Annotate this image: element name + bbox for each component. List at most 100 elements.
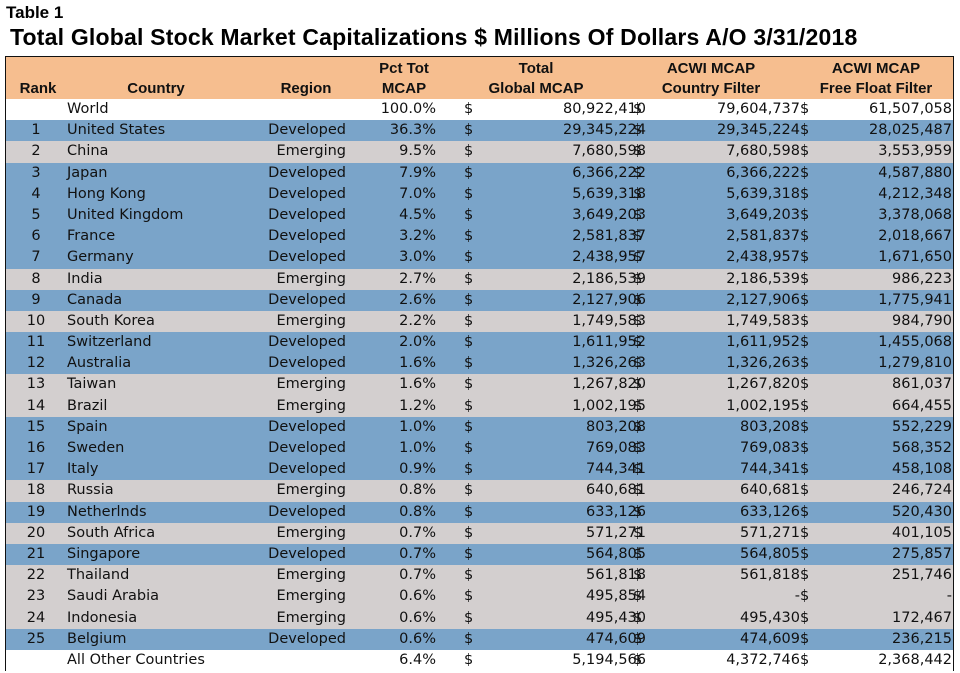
cell-dollar-total: $ xyxy=(464,355,474,372)
header-country: Country xyxy=(127,80,185,97)
cell-country: Sweden xyxy=(67,440,125,456)
table-row: 19 Netherlnds Developed 0.8% $633,126 $633,12… xyxy=(6,501,953,523)
cell-ff: 3,378,068 xyxy=(878,206,952,223)
cell-acwi: 495,430 xyxy=(740,609,800,626)
cell-country: Thailand xyxy=(67,567,130,584)
cell-pct: 4.5% xyxy=(399,206,436,223)
cell-pct: 1.6% xyxy=(399,355,436,372)
cell-country: World xyxy=(67,101,109,117)
cell-region: Developed xyxy=(268,545,346,562)
cell-dollar-total: $ xyxy=(464,630,474,647)
cell-dollar-total: $ xyxy=(464,461,474,478)
cell-pct: 0.7% xyxy=(399,524,436,541)
cell-ff: 664,455 xyxy=(892,397,952,414)
cell-acwi: 561,818 xyxy=(740,567,800,584)
cell-ff: 568,352 xyxy=(892,440,952,456)
cell-total: 7,680,598 xyxy=(572,143,646,160)
cell-total: 495,854 xyxy=(586,588,646,605)
cell-total: 3,649,203 xyxy=(572,206,646,223)
table-row: 14 Brazil Emerging 1.2% $1,002,195 $1,002,195… xyxy=(6,395,953,417)
cell-dollar-ff: $ xyxy=(800,164,810,181)
cell-region: Developed xyxy=(268,249,346,266)
cell-dollar-ff: $ xyxy=(800,206,810,223)
cell-region: Emerging xyxy=(276,397,346,414)
cell-region: Emerging xyxy=(276,143,346,160)
header-acwi-line1: ACWI MCAP xyxy=(666,60,756,77)
cell-dollar-total: $ xyxy=(464,482,474,499)
cell-dollar-total: $ xyxy=(464,334,474,351)
cell-dollar-total: $ xyxy=(464,545,474,562)
cell-region: Emerging xyxy=(276,567,346,584)
cell-acwi: 474,609 xyxy=(740,630,800,647)
cell-country: Taiwan xyxy=(67,376,117,393)
cell-rank: 15 xyxy=(26,418,46,435)
cell-country: Indonesia xyxy=(67,609,138,626)
cell-rank: 5 xyxy=(31,206,41,223)
cell-total: 1,002,195 xyxy=(572,397,646,414)
cell-dollar-total: $ xyxy=(464,291,474,308)
cell-dollar-acwi: $ xyxy=(633,440,643,456)
cell-country: United Kingdom xyxy=(67,206,184,223)
cell-dollar-acwi: $ xyxy=(633,376,643,393)
cell-ff: 520,430 xyxy=(892,503,952,520)
cell-country: India xyxy=(67,270,103,287)
cell-dollar-acwi: $ xyxy=(633,588,643,605)
cell-dollar-ff: $ xyxy=(800,630,810,647)
table-row: 3 Japan Developed 7.9% $6,366,222 $6,366,222 $… xyxy=(6,162,953,184)
cell-pct: 0.6% xyxy=(399,588,436,605)
cell-dollar-total: $ xyxy=(464,185,474,202)
table-body: World 100.0% $80,922,410 $79,604,737 $61,507… xyxy=(6,99,953,672)
cell-country: Spain xyxy=(67,418,108,435)
cell-total: 564,805 xyxy=(586,545,646,562)
header-total-line2: Global MCAP xyxy=(488,80,584,97)
cell-rank: 9 xyxy=(31,291,41,308)
cell-total: 1,611,952 xyxy=(572,334,646,351)
cell-acwi: 1,267,820 xyxy=(726,376,800,393)
cell-total: 5,194,566 xyxy=(572,651,646,668)
cell-dollar-ff: $ xyxy=(800,334,810,351)
cell-dollar-total: $ xyxy=(464,122,474,139)
cell-ff: 246,724 xyxy=(892,482,952,499)
cell-total: 2,581,837 xyxy=(572,228,646,245)
cell-dollar-total: $ xyxy=(464,249,474,266)
cell-pct: 0.6% xyxy=(399,630,436,647)
cell-dollar-ff: $ xyxy=(800,228,810,245)
table-label: Table 1 xyxy=(6,3,64,22)
cell-dollar-total: $ xyxy=(464,206,474,223)
cell-rank: 22 xyxy=(26,567,46,584)
cell-rank: 20 xyxy=(26,524,46,541)
cell-dollar-acwi: $ xyxy=(633,503,643,520)
cell-country: Saudi Arabia xyxy=(67,588,160,605)
cell-dollar-acwi: $ xyxy=(633,143,643,160)
cell-region: Developed xyxy=(268,418,346,435)
cell-dollar-ff: $ xyxy=(800,143,810,160)
cell-ff: 3,553,959 xyxy=(878,143,952,160)
cell-region: Developed xyxy=(268,503,346,520)
cell-dollar-ff: $ xyxy=(800,418,810,435)
page-title: Total Global Stock Market Capitalization… xyxy=(10,24,858,50)
cell-rank: 12 xyxy=(26,355,46,372)
cell-region: Emerging xyxy=(276,482,346,499)
cell-pct: 0.7% xyxy=(399,545,436,562)
cell-acwi: 571,271 xyxy=(740,524,800,541)
cell-acwi: 5,639,318 xyxy=(726,185,800,202)
table-row: 9 Canada Developed 2.6% $2,127,906 $2,127,906… xyxy=(6,289,953,311)
table-row: 4 Hong Kong Developed 7.0% $5,639,318 $5,639,… xyxy=(6,183,953,205)
cell-ff: 4,212,348 xyxy=(878,185,952,202)
cell-dollar-ff: $ xyxy=(800,461,810,478)
cell-dollar-acwi: $ xyxy=(633,355,643,372)
cell-rank: 24 xyxy=(26,609,46,626)
cell-rank: 2 xyxy=(31,143,41,160)
cell-acwi: 803,208 xyxy=(740,418,800,435)
cell-dollar-ff: $ xyxy=(800,545,810,562)
table-row: 8 India Emerging 2.7% $2,186,539 $2,186,539 $9… xyxy=(6,268,953,290)
cell-ff: 984,790 xyxy=(892,312,952,329)
cell-dollar-acwi: $ xyxy=(633,122,643,139)
cell-acwi: 2,186,539 xyxy=(726,270,800,287)
cell-country: Canada xyxy=(67,291,123,308)
cell-pct: 3.0% xyxy=(399,249,436,266)
cell-ff: 552,229 xyxy=(892,418,952,435)
cell-rank: 10 xyxy=(26,312,46,329)
cell-total: 2,186,539 xyxy=(572,270,646,287)
cell-ff: 986,223 xyxy=(892,270,952,287)
